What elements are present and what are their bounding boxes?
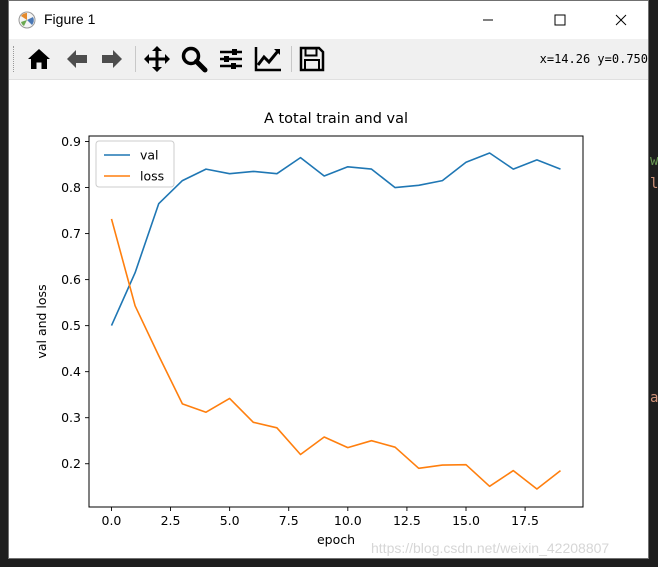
pan-icon bbox=[144, 46, 170, 72]
home-icon bbox=[28, 49, 50, 69]
x-tick-label: 17.5 bbox=[511, 513, 539, 528]
maximize-icon bbox=[554, 14, 566, 26]
x-tick-label: 15.0 bbox=[452, 513, 480, 528]
y-tick-label: 0.9 bbox=[61, 134, 81, 149]
back-button[interactable] bbox=[61, 43, 93, 75]
forward-button[interactable] bbox=[96, 43, 128, 75]
figure-canvas[interactable]: A total train and val 0.0 2.5 5.0 7.5 10.0 12.… bbox=[9, 80, 648, 558]
y-tick-label: 0.8 bbox=[61, 180, 81, 195]
close-button[interactable] bbox=[598, 1, 644, 39]
x-tick-label: 0.0 bbox=[102, 513, 122, 528]
x-tick-label: 10.0 bbox=[334, 513, 362, 528]
toolbar-grip bbox=[13, 46, 17, 72]
y-tick-label: 0.6 bbox=[61, 272, 81, 287]
forward-icon bbox=[102, 50, 122, 68]
edit-axis-icon bbox=[254, 47, 281, 72]
legend-label-loss: loss bbox=[140, 169, 164, 184]
background-editor-char: l bbox=[650, 176, 658, 192]
navigation-toolbar: x=14.26 y=0.750 bbox=[9, 39, 648, 80]
y-axis-label: val and loss bbox=[34, 284, 49, 358]
save-button[interactable] bbox=[296, 43, 328, 75]
legend-label-val: val bbox=[140, 148, 159, 163]
toolbar-separator bbox=[291, 46, 292, 72]
line-chart[interactable]: A total train and val 0.0 2.5 5.0 7.5 10.0 12.… bbox=[9, 80, 649, 558]
series-line-val bbox=[110, 152, 561, 326]
x-axis-label: epoch bbox=[317, 532, 355, 547]
save-icon bbox=[299, 46, 325, 72]
y-tick-label: 0.3 bbox=[61, 410, 81, 425]
y-tick-label: 0.7 bbox=[61, 226, 81, 241]
minimize-button[interactable] bbox=[465, 1, 511, 39]
zoom-button[interactable] bbox=[178, 43, 210, 75]
maximize-button[interactable] bbox=[537, 1, 583, 39]
y-tick-label: 0.2 bbox=[61, 456, 81, 471]
home-button[interactable] bbox=[23, 43, 55, 75]
x-tick-label: 7.5 bbox=[279, 513, 299, 528]
x-tick-label: 12.5 bbox=[393, 513, 421, 528]
x-tick-label: 2.5 bbox=[161, 513, 181, 528]
plot-frame bbox=[88, 135, 584, 508]
close-icon bbox=[615, 14, 627, 26]
y-tick-label: 0.5 bbox=[61, 318, 81, 333]
configure-subplots-button[interactable] bbox=[215, 43, 247, 75]
configure-subplots-icon bbox=[220, 49, 242, 69]
series-line-loss bbox=[110, 218, 561, 490]
matplotlib-app-icon bbox=[18, 11, 36, 29]
back-icon bbox=[67, 50, 87, 68]
minimize-icon bbox=[483, 19, 493, 21]
pan-button[interactable] bbox=[141, 43, 173, 75]
background-editor-char: w bbox=[650, 153, 658, 169]
chart-title: A total train and val bbox=[264, 111, 408, 127]
window-title: Figure 1 bbox=[44, 11, 96, 27]
title-bar[interactable]: Figure 1 bbox=[9, 1, 648, 39]
cursor-coordinates-readout: x=14.26 y=0.750 bbox=[539, 52, 648, 66]
edit-axis-button[interactable] bbox=[252, 43, 284, 75]
y-tick-label: 0.4 bbox=[61, 364, 81, 379]
x-tick-label: 5.0 bbox=[220, 513, 240, 528]
watermark-text: https://blog.csdn.net/weixin_42208807 bbox=[371, 540, 610, 556]
background-editor-char: a bbox=[650, 390, 658, 406]
figure-window: Figure 1 bbox=[8, 0, 649, 559]
zoom-icon bbox=[181, 46, 208, 73]
toolbar-separator bbox=[135, 46, 136, 72]
